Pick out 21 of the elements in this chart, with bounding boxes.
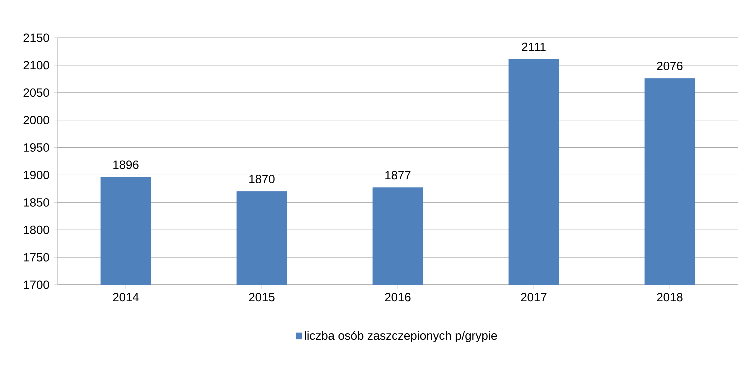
- y-tick-label: 1800: [24, 226, 50, 234]
- legend-label: liczba osób zaszczepionych p/grypie: [305, 331, 498, 342]
- x-tick-label: 2016: [385, 293, 411, 302]
- y-tick-label: 1750: [24, 253, 50, 262]
- data-label: 1896: [114, 160, 139, 170]
- y-tick-label: 1900: [24, 170, 50, 180]
- y-tick-label: 2150: [24, 34, 50, 42]
- x-tick-label: 2014: [113, 293, 139, 302]
- x-tick-label: 2018: [657, 293, 683, 302]
- y-tick-label: 1850: [24, 198, 50, 207]
- data-label: 2076: [657, 62, 683, 70]
- x-tick-label: 2015: [249, 293, 275, 302]
- y-tick-label: 2000: [24, 116, 50, 125]
- y-tick-label: 1950: [24, 144, 50, 152]
- y-tick-label: 2050: [24, 88, 50, 98]
- y-tick-label: 1700: [24, 280, 50, 290]
- data-label: 1877: [386, 171, 411, 180]
- data-label: 1870: [250, 175, 275, 184]
- y-tick-label: 2100: [24, 61, 50, 70]
- x-tick-label: 2017: [521, 293, 547, 302]
- data-label: 2111: [522, 42, 546, 52]
